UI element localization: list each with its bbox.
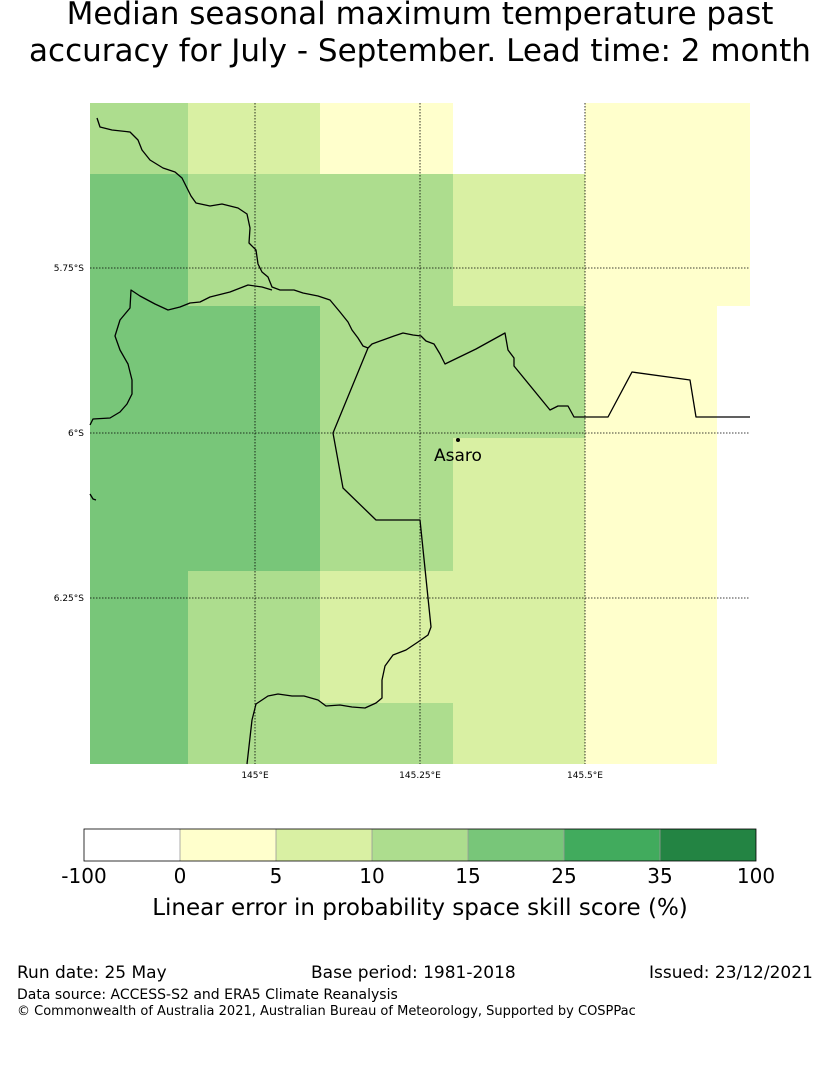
colorbar-segment (468, 829, 564, 861)
boundary-west-stub (89, 493, 97, 501)
base-period: Base period: 1981-2018 (311, 963, 516, 983)
grid-cell (585, 703, 717, 764)
lat-label: 6.25°S (54, 594, 85, 604)
colorbar-tick-label: -100 (61, 864, 107, 888)
grid-cell (90, 703, 188, 764)
lat-label: 5.75°S (54, 264, 85, 274)
grid-cell (453, 438, 585, 571)
grid-cell (453, 174, 585, 306)
grid-cell (90, 306, 320, 438)
colorbar-tick-label: 5 (269, 864, 283, 888)
grid-cell (717, 306, 750, 438)
lon-label: 145.5°E (567, 771, 603, 781)
grid-cell (320, 306, 585, 438)
lon-label: 145°E (241, 771, 269, 781)
colorbar-frame (83, 828, 757, 862)
grid-cell (585, 103, 750, 174)
colorbar-label: Linear error in probability space skill … (152, 895, 688, 921)
grid-cell (90, 103, 188, 174)
colorbar-tick-label: 100 (736, 864, 776, 888)
copyright: © Commonwealth of Australia 2021, Austra… (17, 1004, 636, 1019)
skill-grid (90, 103, 750, 764)
colorbar-tick-label: 35 (647, 864, 673, 888)
run-date: Run date: 25 May (17, 963, 167, 983)
grid-cell (90, 571, 188, 703)
lat-label: 6°S (68, 429, 84, 439)
boundary-east (367, 332, 750, 418)
grid-cell (320, 103, 453, 174)
graticule (90, 103, 750, 764)
grid-cell (320, 571, 585, 703)
colorbar-segment (84, 829, 180, 861)
map-title-line-1: Median seasonal maximum temperature past (66, 0, 774, 32)
asaro-location-dot (456, 438, 460, 442)
colorbar-tick-label: 15 (455, 864, 481, 888)
colorbar-tick-label: 10 (359, 864, 385, 888)
issued-date: Issued: 23/12/2021 (649, 963, 813, 983)
grid-cell (188, 571, 320, 703)
province-boundaries (89, 117, 750, 765)
grid-cell (188, 703, 453, 764)
data-source: Data source: ACCESS-S2 and ERA5 Climate … (17, 987, 398, 1003)
colorbar-segment (180, 829, 276, 861)
lon-label: 145.25°E (399, 771, 441, 781)
colorbar-segment (372, 829, 468, 861)
grid-cell (585, 571, 717, 703)
grid-cell (585, 438, 717, 571)
boundary-northwest (96, 117, 369, 349)
grid-cell (188, 103, 320, 174)
colorbar-segment (276, 829, 372, 861)
map-title-line-2: accuracy for July - September. Lead time… (29, 33, 811, 69)
grid-cell (320, 438, 453, 571)
place-label-asaro: Asaro (434, 446, 482, 466)
boundary-central-south (246, 347, 432, 765)
grid-cell (90, 438, 320, 571)
grid-cell (585, 174, 750, 306)
grid-cell (453, 103, 585, 174)
colorbar-tick-label: 0 (173, 864, 187, 888)
colorbar-tick-label: 25 (551, 864, 577, 888)
grid-cell (90, 174, 188, 306)
colorbar (83, 828, 757, 862)
boundary-central-north (89, 284, 273, 426)
grid-cell (453, 703, 585, 764)
colorbar-segment (564, 829, 660, 861)
grid-cell (585, 306, 717, 438)
colorbar-segment (660, 829, 756, 861)
grid-cell (188, 174, 453, 306)
